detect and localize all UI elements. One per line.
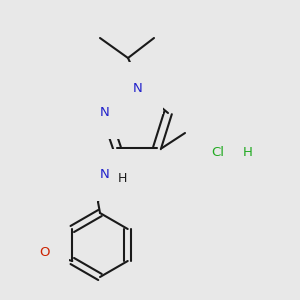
Text: Cl: Cl <box>212 146 224 158</box>
Text: N: N <box>133 82 143 94</box>
Text: N: N <box>100 169 110 182</box>
Text: H: H <box>118 172 128 184</box>
Text: N: N <box>100 106 110 119</box>
Text: O: O <box>39 247 50 260</box>
Text: H: H <box>243 146 253 158</box>
